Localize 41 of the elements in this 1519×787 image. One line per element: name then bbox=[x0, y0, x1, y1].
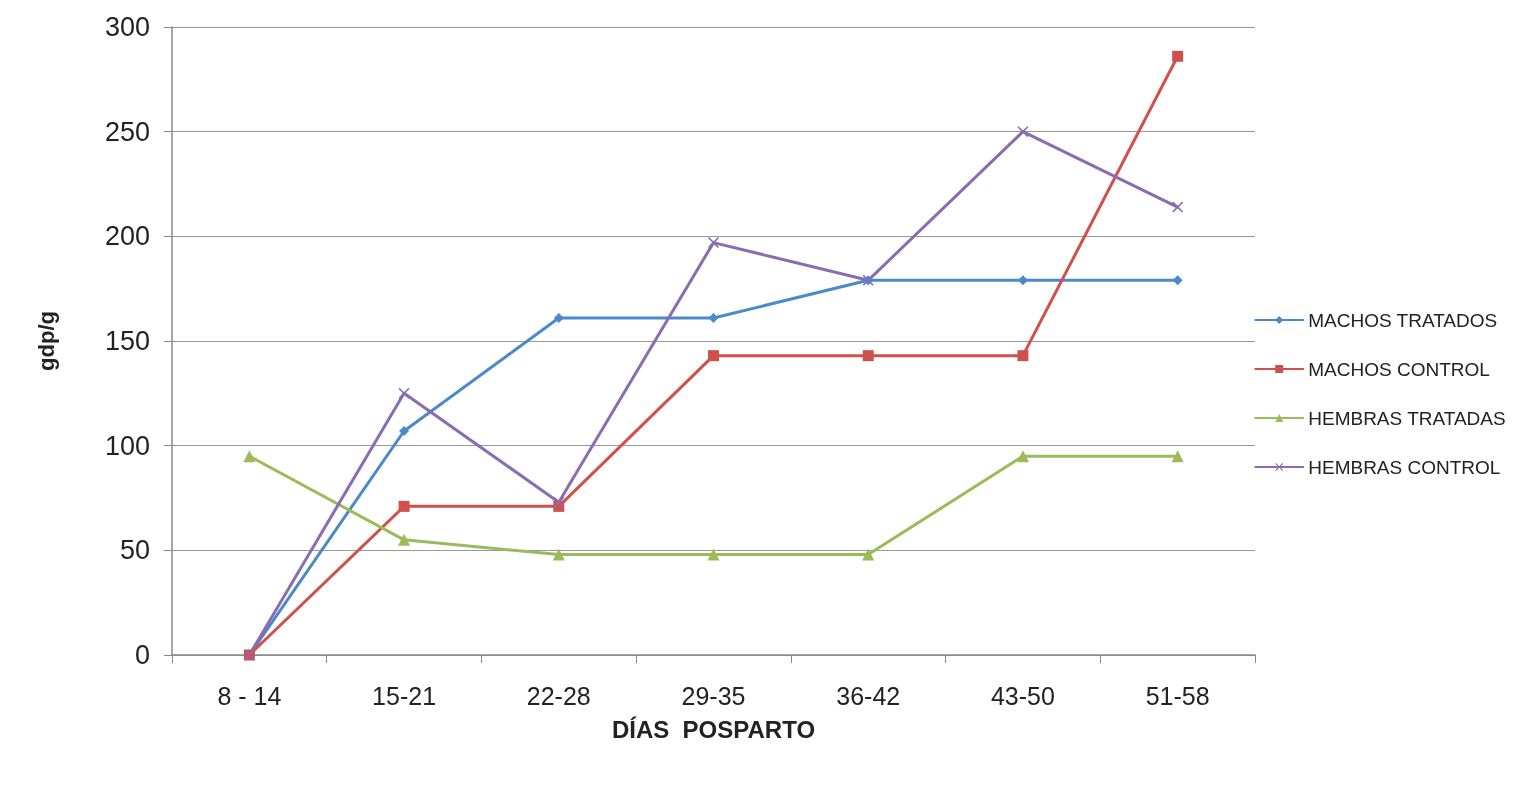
legend-label: MACHOS CONTROL bbox=[1308, 358, 1490, 380]
y-tick-label: 150 bbox=[104, 326, 150, 356]
y-tick-label: 50 bbox=[119, 535, 150, 566]
point bbox=[243, 450, 256, 463]
point bbox=[553, 312, 564, 323]
point bbox=[862, 350, 874, 362]
point bbox=[1172, 275, 1183, 286]
point bbox=[552, 548, 565, 561]
point bbox=[707, 548, 720, 561]
point bbox=[708, 312, 719, 323]
point bbox=[1017, 350, 1029, 362]
y-axis-title: gdp/g bbox=[33, 311, 59, 371]
point bbox=[398, 387, 410, 399]
point bbox=[1172, 201, 1184, 213]
point bbox=[1171, 450, 1184, 463]
x-tick-label: 29-35 bbox=[681, 681, 746, 710]
x-tick-label: 36-42 bbox=[836, 681, 901, 710]
point bbox=[398, 500, 410, 512]
point bbox=[1017, 126, 1029, 138]
point bbox=[1172, 50, 1184, 62]
x-axis-title: DÍAS POSPARTO bbox=[611, 715, 816, 743]
y-tick-label: 100 bbox=[104, 430, 150, 461]
x-tick-label: 15-21 bbox=[372, 681, 437, 710]
point bbox=[708, 350, 719, 362]
legend-label: MACHOS TRATADOS bbox=[1308, 309, 1498, 331]
legend-label: HEMBRAS CONTROL bbox=[1308, 456, 1501, 478]
x-tick-label: 51-58 bbox=[1145, 681, 1210, 710]
x-tick-label: 8 - 14 bbox=[217, 681, 282, 710]
point bbox=[862, 548, 875, 561]
x-tick-label: 43-50 bbox=[990, 681, 1055, 710]
point bbox=[399, 426, 410, 437]
y-tick-label: 0 bbox=[134, 640, 150, 670]
point bbox=[708, 237, 719, 249]
y-tick-label: 300 bbox=[104, 12, 150, 42]
point bbox=[1016, 450, 1029, 463]
point bbox=[553, 496, 565, 508]
y-tick-label: 200 bbox=[104, 221, 150, 252]
legend-label: HEMBRAS TRATADAS bbox=[1308, 407, 1506, 429]
x-tick-label: 22-28 bbox=[526, 681, 591, 710]
point bbox=[398, 533, 411, 546]
y-tick-label: 250 bbox=[104, 116, 150, 147]
